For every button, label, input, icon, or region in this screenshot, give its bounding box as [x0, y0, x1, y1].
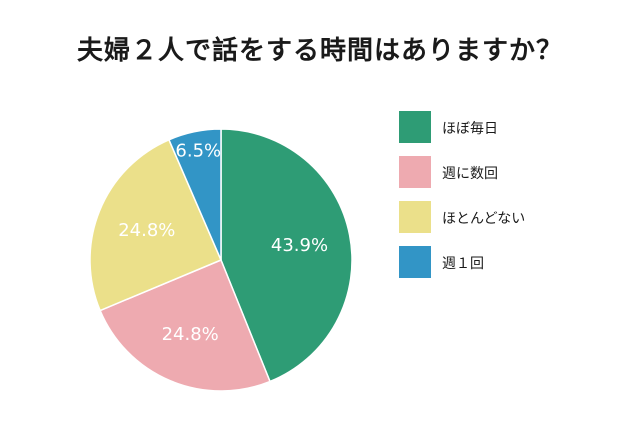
slice-value-label-1: 24.8%: [162, 324, 219, 345]
pie-slice-1: [99, 259, 271, 392]
pie-slice-0: [220, 128, 353, 383]
pie-slice-3: [167, 128, 222, 261]
legend-swatch: [399, 246, 431, 278]
slice-value-label-0: 43.9%: [271, 235, 328, 256]
slice-value-label-2: 24.8%: [118, 220, 175, 241]
legend-swatch: [399, 156, 431, 188]
legend-swatch: [399, 111, 431, 143]
pie-slice-2: [89, 138, 222, 312]
legend-label: 週１回: [442, 256, 484, 272]
slice-value-label-3: 6.5%: [175, 140, 221, 161]
chart-title: 夫婦２人で話をする時間はありますか？: [76, 36, 563, 66]
legend-label: ほぼ毎日: [442, 121, 498, 137]
legend-swatch: [399, 201, 431, 233]
legend-label: ほとんどない: [442, 211, 526, 227]
legend-label: 週に数回: [442, 166, 498, 182]
